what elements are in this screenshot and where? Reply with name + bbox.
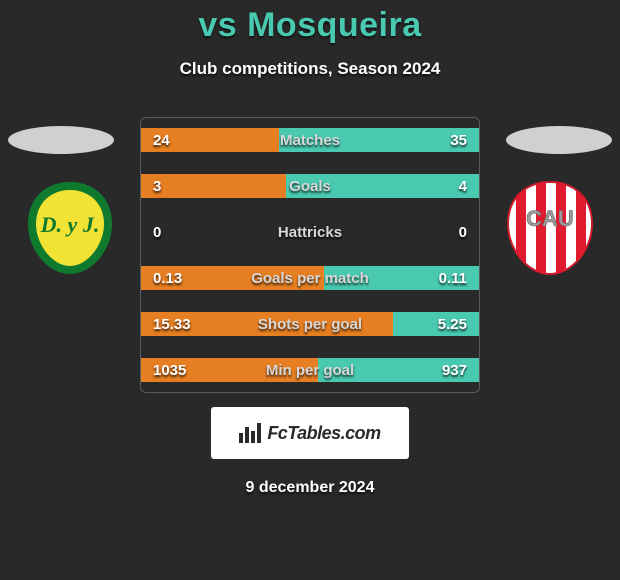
stat-label: Min per goal (141, 362, 479, 379)
subtitle: Club competitions, Season 2024 (180, 59, 441, 79)
stat-value-right: 5.25 (438, 316, 479, 333)
brand-footer[interactable]: FcTables.com (211, 407, 409, 459)
team-badge-left: D. y J. (20, 178, 120, 278)
fctables-icon (239, 423, 261, 443)
stat-row: 3Goals4 (141, 174, 479, 198)
stat-value-right: 937 (442, 362, 479, 379)
stat-row: 24Matches35 (141, 128, 479, 152)
stat-label: Goals (141, 178, 479, 195)
shadow-ellipse-left (8, 126, 114, 154)
stat-label: Goals per match (141, 270, 479, 287)
stat-label: Shots per goal (141, 316, 479, 333)
stat-row: 15.33Shots per goal5.25 (141, 312, 479, 336)
stat-label: Matches (141, 132, 479, 149)
team-badge-right: CAU (500, 178, 600, 278)
stat-value-right: 35 (450, 132, 479, 149)
stat-row: 0.13Goals per match0.11 (141, 266, 479, 290)
shadow-ellipse-right (506, 126, 612, 154)
team-right-initials: CAU (526, 206, 574, 231)
stat-row: 0Hattricks0 (141, 220, 479, 244)
stats-table: 24Matches35 3Goals4 0Hattricks0 0.13Goals p… (140, 117, 480, 393)
brand-text: FcTables.com (267, 423, 380, 444)
stat-label: Hattricks (141, 224, 479, 241)
team-left-initials: D. y J. (40, 212, 100, 237)
date-label: 9 december 2024 (246, 479, 375, 497)
stat-value-right: 0 (459, 224, 479, 241)
stat-value-right: 0.11 (439, 270, 479, 287)
stat-value-right: 4 (459, 178, 479, 195)
comparison-card: vs Mosqueira Club competitions, Season 2… (0, 0, 620, 580)
stat-row: 1035Min per goal937 (141, 358, 479, 382)
page-title: vs Mosqueira (198, 6, 421, 45)
